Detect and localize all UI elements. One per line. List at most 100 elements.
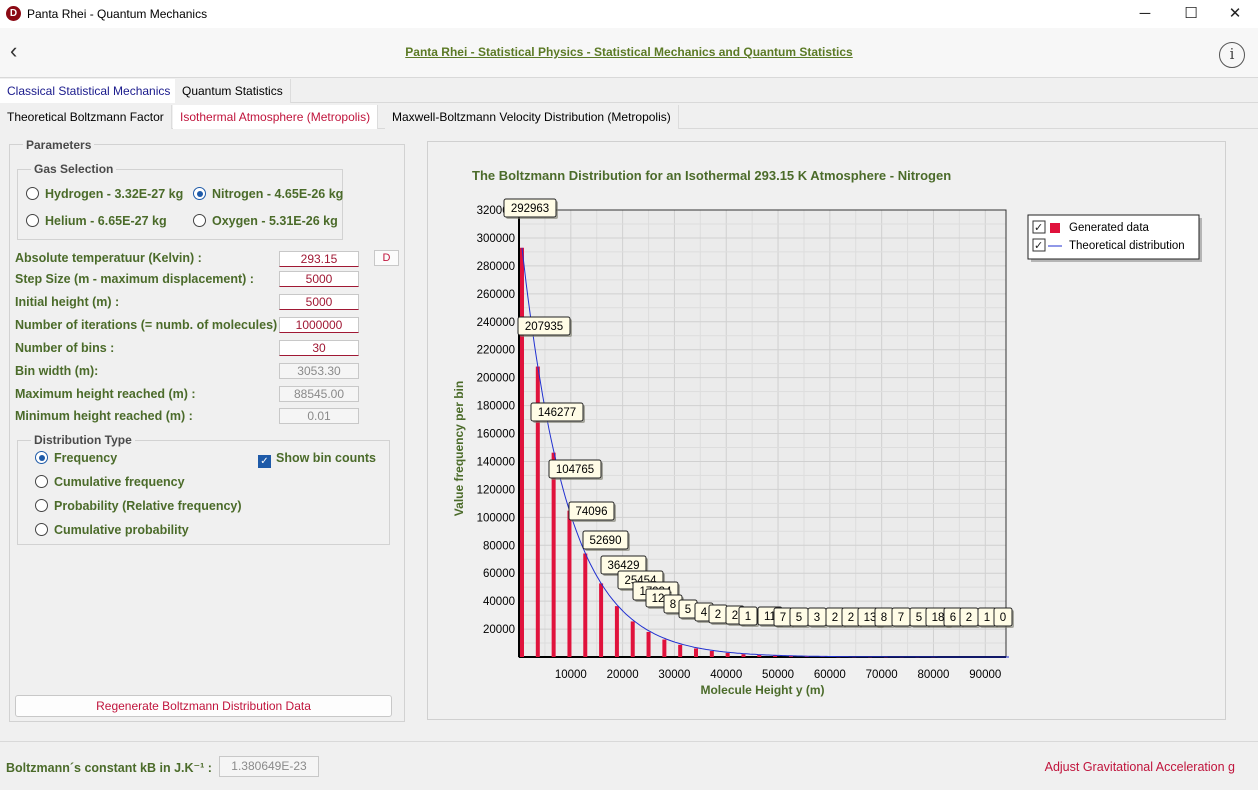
default-temperature-button[interactable]: D [374,250,399,266]
x-tick-label: 50000 [762,669,794,681]
adjust-gravity-link[interactable]: Adjust Gravitational Acceleration g [1044,760,1235,774]
gas-selection-title: Gas Selection [31,162,117,176]
data-label: 8 [670,599,676,611]
boltzmann-chart: 10000 20000 30000 40000 50000 60000 70000 80000… [452,168,1202,697]
data-label-box [568,501,615,521]
legend-checkbox [1032,220,1046,234]
gas-option-oxygen[interactable]: Oxygen - 5.31E-26 kg [193,214,338,228]
temperature-input[interactable]: 293.15 [279,251,359,267]
tab-classical-statistical-mechanics[interactable]: Classical Statistical Mechanics [0,79,179,103]
min-height-label: Minimum height reached (m) : [15,409,193,423]
bar [662,639,667,657]
bar [741,654,746,657]
y-tick-label: 240000 [477,317,515,329]
legend-check-icon: ✓ [1034,239,1043,252]
x-tick-label: 10000 [555,669,587,681]
data-label: 12 [652,593,665,605]
radio-icon [35,499,48,512]
dist-option-cumulative-probability[interactable]: Cumulative probability [35,523,189,537]
radio-selected-icon [193,187,206,200]
page-title[interactable]: Panta Rhei - Statistical Physics - Stati… [405,45,853,59]
radio-selected-icon [35,451,48,464]
data-label: 7 [898,612,904,624]
distribution-type-title: Distribution Type [31,433,135,447]
dist-option-frequency[interactable]: Frequency [35,451,117,465]
boltzmann-constant-label: Boltzmann´s constant kB in J.K⁻¹ : [6,761,212,775]
number-of-bins-input[interactable]: 30 [279,340,359,356]
y-tick-label: 180000 [477,401,515,413]
data-label: 4 [701,607,708,619]
minimize-button[interactable]: ─ [1139,5,1151,22]
window-titlebar: D Panta Rhei - Quantum Mechanics ─ ☐ ✕ [0,0,1258,28]
min-height-value: 0.01 [279,408,359,424]
dist-option-cumulative-frequency[interactable]: Cumulative frequency [35,475,185,489]
data-label: 8 [881,612,887,624]
data-label: 6 [950,612,956,624]
window-title: Panta Rhei - Quantum Mechanics [27,7,208,21]
y-tick-label: 160000 [477,429,515,441]
x-tick-label: 80000 [917,669,949,681]
data-label: 104765 [556,464,594,476]
data-label: 1 [984,612,990,624]
bar [725,652,730,657]
tab-isothermal-atmosphere[interactable]: Isothermal Atmosphere (Metropolis) [173,105,379,129]
bin-width-label: Bin width (m): [15,364,99,378]
data-label: 3 [814,612,820,624]
radio-icon [35,523,48,536]
data-label: 2 [848,612,854,624]
parameters-title: Parameters [23,138,95,152]
gas-option-hydrogen[interactable]: Hydrogen - 3.32E-27 kg [26,187,183,201]
data-label: 2 [832,612,838,624]
data-label: 11 [764,611,776,623]
data-label-box [738,606,758,626]
show-bin-counts-checkbox[interactable]: ✓ Show bin counts [258,451,376,468]
data-label: 18 [932,612,945,624]
legend-check-icon: ✓ [1034,221,1043,234]
radio-icon [193,214,206,227]
chart-title: The Boltzmann Distribution for an Isothe… [472,168,951,183]
step-size-input[interactable]: 5000 [279,271,359,287]
bar [646,631,651,657]
iterations-label: Number of iterations (= numb. of molecul… [15,318,285,332]
initial-height-input[interactable]: 5000 [279,294,359,310]
y-tick-label: 20000 [483,624,515,636]
bar [630,621,635,657]
theoretical-curve [521,247,1009,658]
tab-maxwell-boltzmann[interactable]: Maxwell-Boltzmann Velocity Distribution … [385,105,679,129]
boltzmann-constant-value: 1.380649E-23 [219,756,319,777]
y-tick-label: 60000 [483,568,515,580]
bar [709,650,714,657]
bar [583,553,588,657]
info-icon[interactable]: i [1219,42,1245,68]
data-label-box [503,198,557,218]
gas-option-helium[interactable]: Helium - 6.65E-27 kg [26,214,167,228]
y-tick-label: 200000 [477,373,515,385]
regenerate-button[interactable]: Regenerate Boltzmann Distribution Data [15,695,392,717]
y-tick-label: 140000 [477,456,515,468]
data-label: 2 [966,612,972,624]
data-label: 1 [745,611,751,623]
tab-theoretical-boltzmann-factor[interactable]: Theoretical Boltzmann Factor [0,105,172,129]
y-tick-label: 300000 [477,233,515,245]
temperature-label: Absolute temperatuur (Kelvin) : [15,251,202,265]
maximize-button[interactable]: ☐ [1184,5,1198,22]
x-tick-label: 30000 [658,669,690,681]
number-of-bins-label: Number of bins : [15,341,115,355]
bar [788,655,793,657]
back-arrow-icon[interactable]: ‹ [10,38,18,63]
close-button[interactable]: ✕ [1228,5,1242,22]
iterations-input[interactable]: 1000000 [279,317,359,333]
page-header: ‹ Panta Rhei - Statistical Physics - Sta… [0,28,1258,78]
data-label: 2 [715,609,721,621]
gas-option-nitrogen[interactable]: Nitrogen - 4.65E-26 kg [193,187,343,201]
tab-quantum-statistics[interactable]: Quantum Statistics [175,79,291,103]
x-tick-label: 90000 [969,669,1001,681]
dist-option-probability[interactable]: Probability (Relative frequency) [35,499,242,513]
bar [773,655,778,657]
bar [520,247,524,657]
legend-swatch-bar [1050,223,1060,233]
data-label: 292963 [511,203,549,215]
sub-tab-bar: Theoretical Boltzmann Factor Isothermal … [0,105,1258,129]
data-label-box [530,402,584,422]
x-axis-title: Molecule Height y (m) [700,683,824,697]
